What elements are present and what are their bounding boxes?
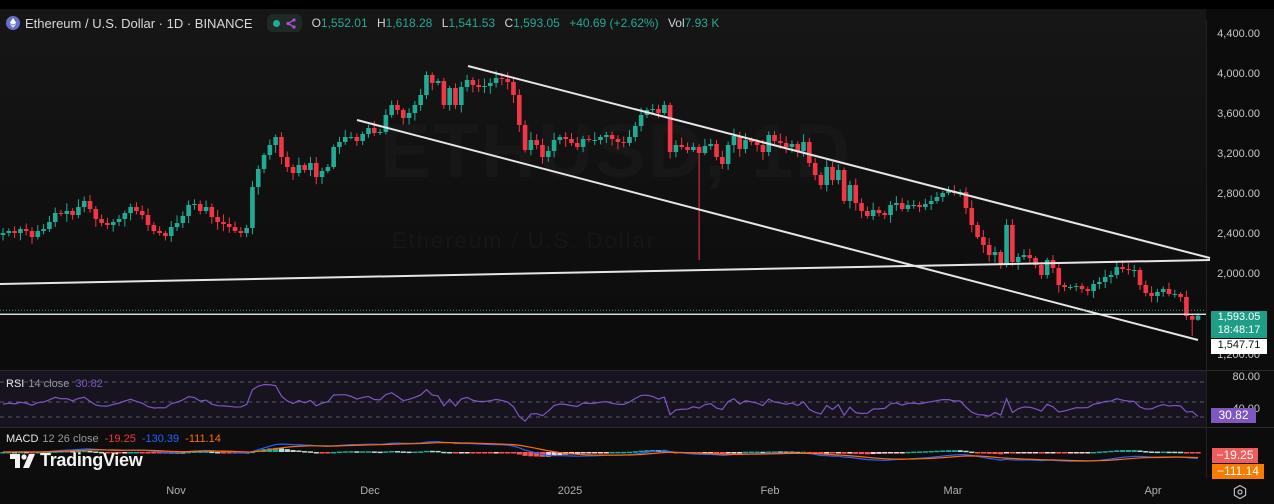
low-label: L: [441, 16, 449, 30]
market-status-pill[interactable]: [266, 14, 302, 32]
rsi-value-tag: 30.82: [1211, 408, 1256, 423]
rsi-params: 14 close: [28, 378, 70, 390]
candles: [0, 70, 1201, 336]
settings-gear-icon[interactable]: [1232, 484, 1248, 500]
time-axis-label: Apr: [1144, 485, 1162, 497]
top-black-strip: [0, 0, 1274, 9]
symbol-title[interactable]: Ethereum / U.S. Dollar · 1D · BINANCE: [25, 15, 253, 31]
rsi-legend[interactable]: RSI 14 close 30.82: [6, 378, 103, 390]
macd-name: MACD: [6, 433, 39, 445]
close-value: 1,593.05: [513, 16, 560, 30]
macd-histogram-tag: −19.25: [1212, 448, 1258, 463]
bar-countdown: 18:48:17: [1217, 324, 1261, 336]
macd-params: 12 26 close: [42, 433, 99, 445]
macd-legend[interactable]: MACD 12 26 close -19.25 -130.39 -111.14: [6, 433, 221, 445]
time-axis-label: Mar: [943, 485, 963, 497]
time-axis-label: Dec: [360, 485, 380, 497]
macd-line-value: -130.39: [141, 433, 180, 445]
price-axis-label: 3,600.00: [1217, 108, 1260, 120]
ethereum-logo-icon: [6, 16, 20, 30]
tradingview-logo[interactable]: TradingView: [10, 450, 143, 471]
close-label: C: [504, 16, 514, 30]
price-axis-label: 2,800.00: [1217, 188, 1260, 200]
time-axis-label: Nov: [166, 485, 186, 497]
high-label: H: [376, 16, 386, 30]
tradingview-logo-text: TradingView: [40, 450, 143, 470]
rsi-value: 30.82: [75, 378, 103, 390]
open-label: O: [311, 16, 321, 30]
volume-label: Vol: [667, 16, 685, 30]
last-price-tag: 1,593.05 18:48:17: [1211, 311, 1267, 338]
ohlc-values: O1,552.01 H1,618.28 L1,541.53 C1,593.05 …: [312, 16, 726, 30]
high-value: 1,618.28: [385, 16, 433, 30]
price-axis-label: 4,400.00: [1217, 28, 1260, 40]
price-axis-label: 2,000.00: [1217, 268, 1260, 280]
symbol-legend[interactable]: Ethereum / U.S. Dollar · 1D · BINANCE O1…: [6, 13, 725, 33]
price-axis-label: 2,400.00: [1217, 228, 1260, 240]
time-axis-label: 2025: [557, 485, 583, 497]
change-value: +40.69 (+2.62%): [569, 16, 659, 30]
open-value: 1,552.01: [320, 16, 368, 30]
macd-histogram-value: -19.25: [104, 433, 136, 445]
last-price: 1,593.05: [1217, 311, 1261, 323]
macd-signal-value: -111.14: [185, 433, 221, 445]
tradingview-logo-icon: [10, 453, 35, 468]
description-watermark: Ethereum / U.S. Dollar: [392, 228, 657, 253]
price-axis-label: 3,200.00: [1217, 148, 1260, 160]
symbol-watermark: ETHUSD, 1D: [380, 109, 852, 194]
share-icon[interactable]: [285, 17, 296, 29]
rsi-axis-label: 80.00: [1232, 371, 1260, 383]
volume-value: 7.93 K: [684, 16, 720, 30]
macd-signal-tag: −111.14: [1212, 464, 1264, 479]
time-axis-label: Feb: [760, 485, 780, 497]
rsi-name: RSI: [6, 378, 25, 390]
price-axis-label: 4,000.00: [1217, 68, 1260, 80]
market-open-dot-icon: [272, 19, 280, 27]
low-value: 1,541.53: [448, 16, 496, 30]
crosshair-price-tag: 1,547.71: [1211, 339, 1267, 354]
